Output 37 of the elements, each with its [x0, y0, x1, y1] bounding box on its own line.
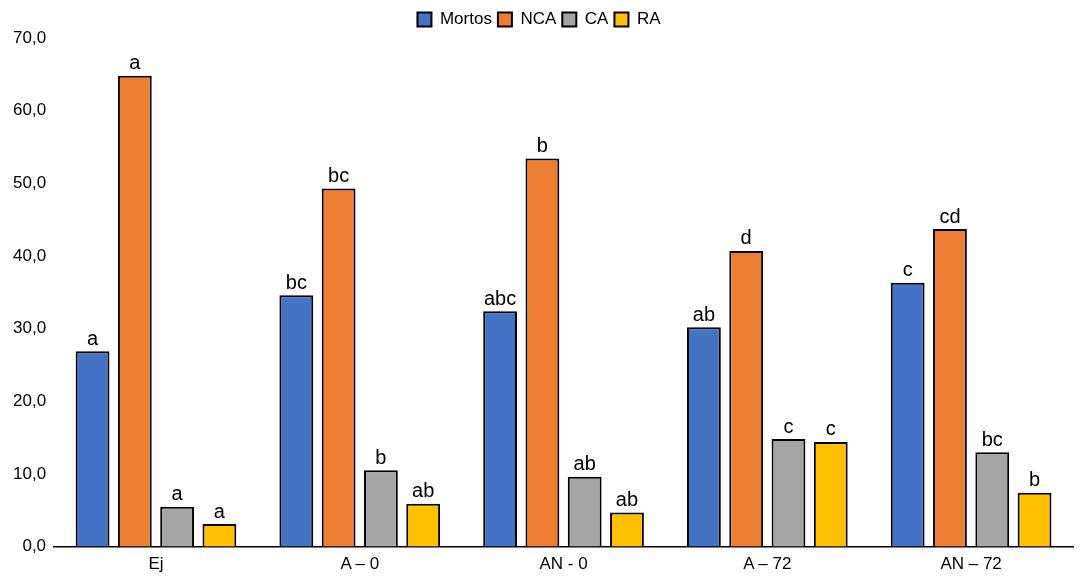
data-label: ab — [412, 479, 435, 502]
data-label: ab — [692, 302, 716, 325]
y-tick-label: 10,0 — [12, 463, 47, 483]
data-label: b — [1028, 468, 1041, 491]
x-tick-label: AN – 72 — [940, 554, 1002, 574]
data-label: ab — [573, 452, 596, 475]
data-label: cd — [939, 204, 961, 227]
data-label: b — [375, 445, 387, 468]
data-label: bc — [328, 163, 350, 186]
y-tick-label: 0,0 — [22, 536, 47, 556]
x-tick-label: A – 72 — [743, 554, 792, 574]
legend-label: NCA — [520, 9, 557, 29]
legend-label: RA — [636, 9, 662, 29]
y-tick-label: 60,0 — [12, 100, 47, 120]
data-label: bc — [285, 270, 307, 293]
data-label: a — [171, 482, 184, 505]
data-label: a — [213, 499, 226, 522]
data-label: a — [129, 51, 142, 74]
legend-label: CA — [584, 9, 610, 29]
y-tick-label: 50,0 — [12, 173, 47, 192]
data-label: abc — [483, 286, 517, 309]
data-label: c — [783, 414, 794, 437]
data-label: a — [86, 326, 99, 349]
data-label: d — [740, 226, 752, 249]
y-tick-label: 70,0 — [12, 27, 47, 47]
data-label: b — [536, 134, 548, 157]
x-tick-label: A – 0 — [340, 554, 380, 574]
data-label: c — [825, 417, 836, 440]
legend-label: Mortos — [439, 9, 492, 29]
data-label: bc — [981, 427, 1003, 450]
y-tick-label: 20,0 — [12, 390, 47, 410]
y-tick-label: 30,0 — [12, 318, 47, 338]
x-tick-label: Ej — [148, 554, 164, 574]
x-tick-label: AN - 0 — [539, 554, 588, 574]
y-tick-label: 40,0 — [12, 245, 47, 265]
data-label: ab — [615, 487, 639, 510]
data-label: c — [902, 258, 913, 281]
